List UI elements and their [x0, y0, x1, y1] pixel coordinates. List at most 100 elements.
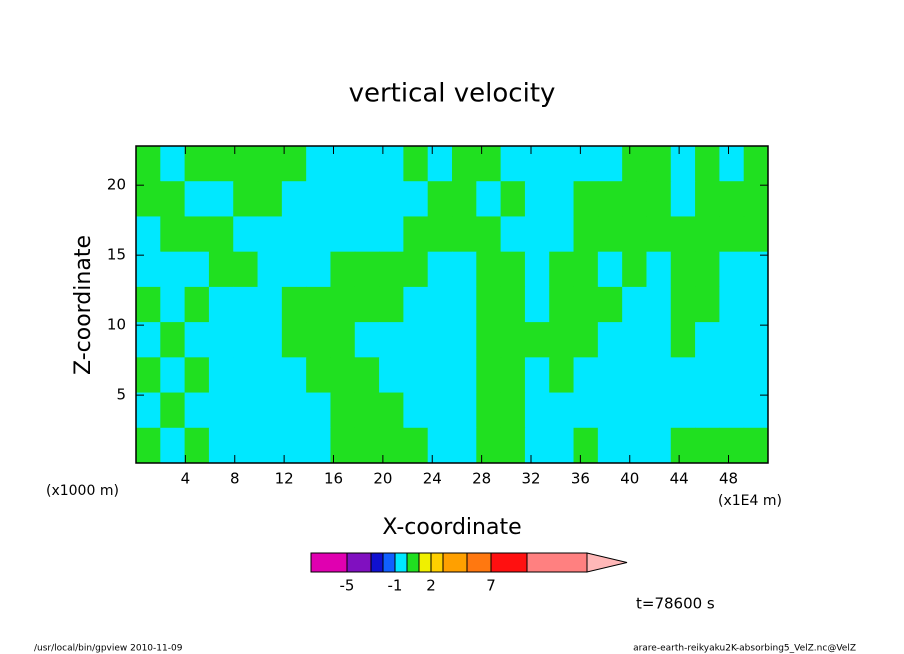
field-cell: [233, 146, 259, 182]
field-cell: [476, 427, 502, 464]
field-cell: [354, 286, 380, 323]
field-cell: [695, 392, 720, 429]
y-axis-label: Z-coordinate: [71, 235, 96, 375]
footer-left: /usr/local/bin/gpview 2010-11-09: [34, 644, 183, 654]
field-cell: [306, 322, 331, 358]
field-cell: [257, 322, 283, 358]
field-cell: [403, 251, 429, 288]
field-cell: [136, 146, 161, 182]
field-cell: [452, 357, 477, 394]
field-cell: [549, 216, 575, 253]
x-tick-label: 40: [620, 470, 639, 488]
field-cell: [379, 322, 404, 358]
field-cell: [354, 357, 380, 394]
field-cell: [500, 427, 526, 464]
colorbar-box: [526, 552, 588, 573]
field-cell: [719, 286, 745, 323]
field-cell: [184, 146, 210, 182]
chart-title: vertical velocity: [349, 79, 556, 109]
x-tick-label: 36: [571, 470, 590, 488]
field-cell: [427, 392, 453, 429]
field-cell: [719, 427, 745, 464]
field-cell: [500, 216, 526, 253]
field-cell: [257, 216, 283, 253]
field-cell: [330, 427, 356, 464]
field-cell: [136, 216, 161, 253]
field-cell: [160, 181, 186, 217]
field-cell: [597, 216, 623, 253]
field-cell: [403, 286, 429, 323]
field-cell: [646, 322, 672, 358]
field-cell: [379, 251, 404, 288]
field-cell: [281, 181, 307, 217]
field-cell: [184, 286, 210, 323]
field-cell: [306, 357, 331, 394]
field-cell: [743, 181, 769, 217]
colorbar-box: [418, 552, 432, 573]
field-cell: [281, 357, 307, 394]
field-cell: [743, 286, 769, 323]
field-cell: [573, 216, 599, 253]
field-cell: [354, 146, 380, 182]
field-cell: [743, 392, 769, 429]
field-cell: [354, 216, 380, 253]
field-cell: [281, 286, 307, 323]
field-cell: [452, 392, 477, 429]
x-tick-label: 16: [324, 470, 343, 488]
field-cell: [524, 427, 550, 464]
field-cell: [573, 286, 599, 323]
field-cell: [549, 181, 575, 217]
field-cell: [719, 357, 745, 394]
field-cell: [573, 181, 599, 217]
field-cell: [354, 251, 380, 288]
field-cell: [524, 216, 550, 253]
field-cell: [670, 286, 696, 323]
y-tick-label: 5: [116, 386, 126, 404]
x-tick-label: 48: [719, 470, 738, 488]
field-cell: [427, 181, 453, 217]
field-cell: [452, 216, 477, 253]
field-cell: [257, 392, 283, 429]
field-cell: [233, 251, 259, 288]
colorbar-label: 7: [486, 577, 496, 595]
field-cell: [573, 251, 599, 288]
field-cell: [184, 251, 210, 288]
field-cell: [330, 357, 356, 394]
field-cell: [622, 181, 647, 217]
field-cell: [427, 322, 453, 358]
field-cell: [573, 357, 599, 394]
field-cell: [281, 392, 307, 429]
field-cell: [452, 286, 477, 323]
field-cell: [306, 251, 331, 288]
field-cell: [549, 286, 575, 323]
field-cell: [500, 146, 526, 182]
field-cell: [160, 392, 186, 429]
field-cell: [208, 322, 234, 358]
field-cell: [184, 181, 210, 217]
field-cell: [670, 357, 696, 394]
field-cell: [743, 322, 769, 358]
field-cell: [646, 181, 672, 217]
field-cell: [597, 357, 623, 394]
field-cell: [281, 216, 307, 253]
field-cell: [646, 251, 672, 288]
field-cell: [354, 322, 380, 358]
field-cell: [160, 146, 186, 182]
field-cell: [281, 322, 307, 358]
field-cell: [695, 427, 720, 464]
field-cell: [160, 251, 186, 288]
x-tick-label: 32: [521, 470, 540, 488]
field-cell: [452, 427, 477, 464]
field-cell: [208, 251, 234, 288]
field-cell: [597, 392, 623, 429]
field-cell: [354, 392, 380, 429]
field-cell: [719, 181, 745, 217]
field-cell: [743, 146, 769, 182]
field-cell: [622, 146, 647, 182]
field-cell: [330, 181, 356, 217]
field-cell: [403, 181, 429, 217]
field-cell: [597, 322, 623, 358]
x-axis-label: X-coordinate: [382, 515, 521, 540]
field-cell: [670, 392, 696, 429]
